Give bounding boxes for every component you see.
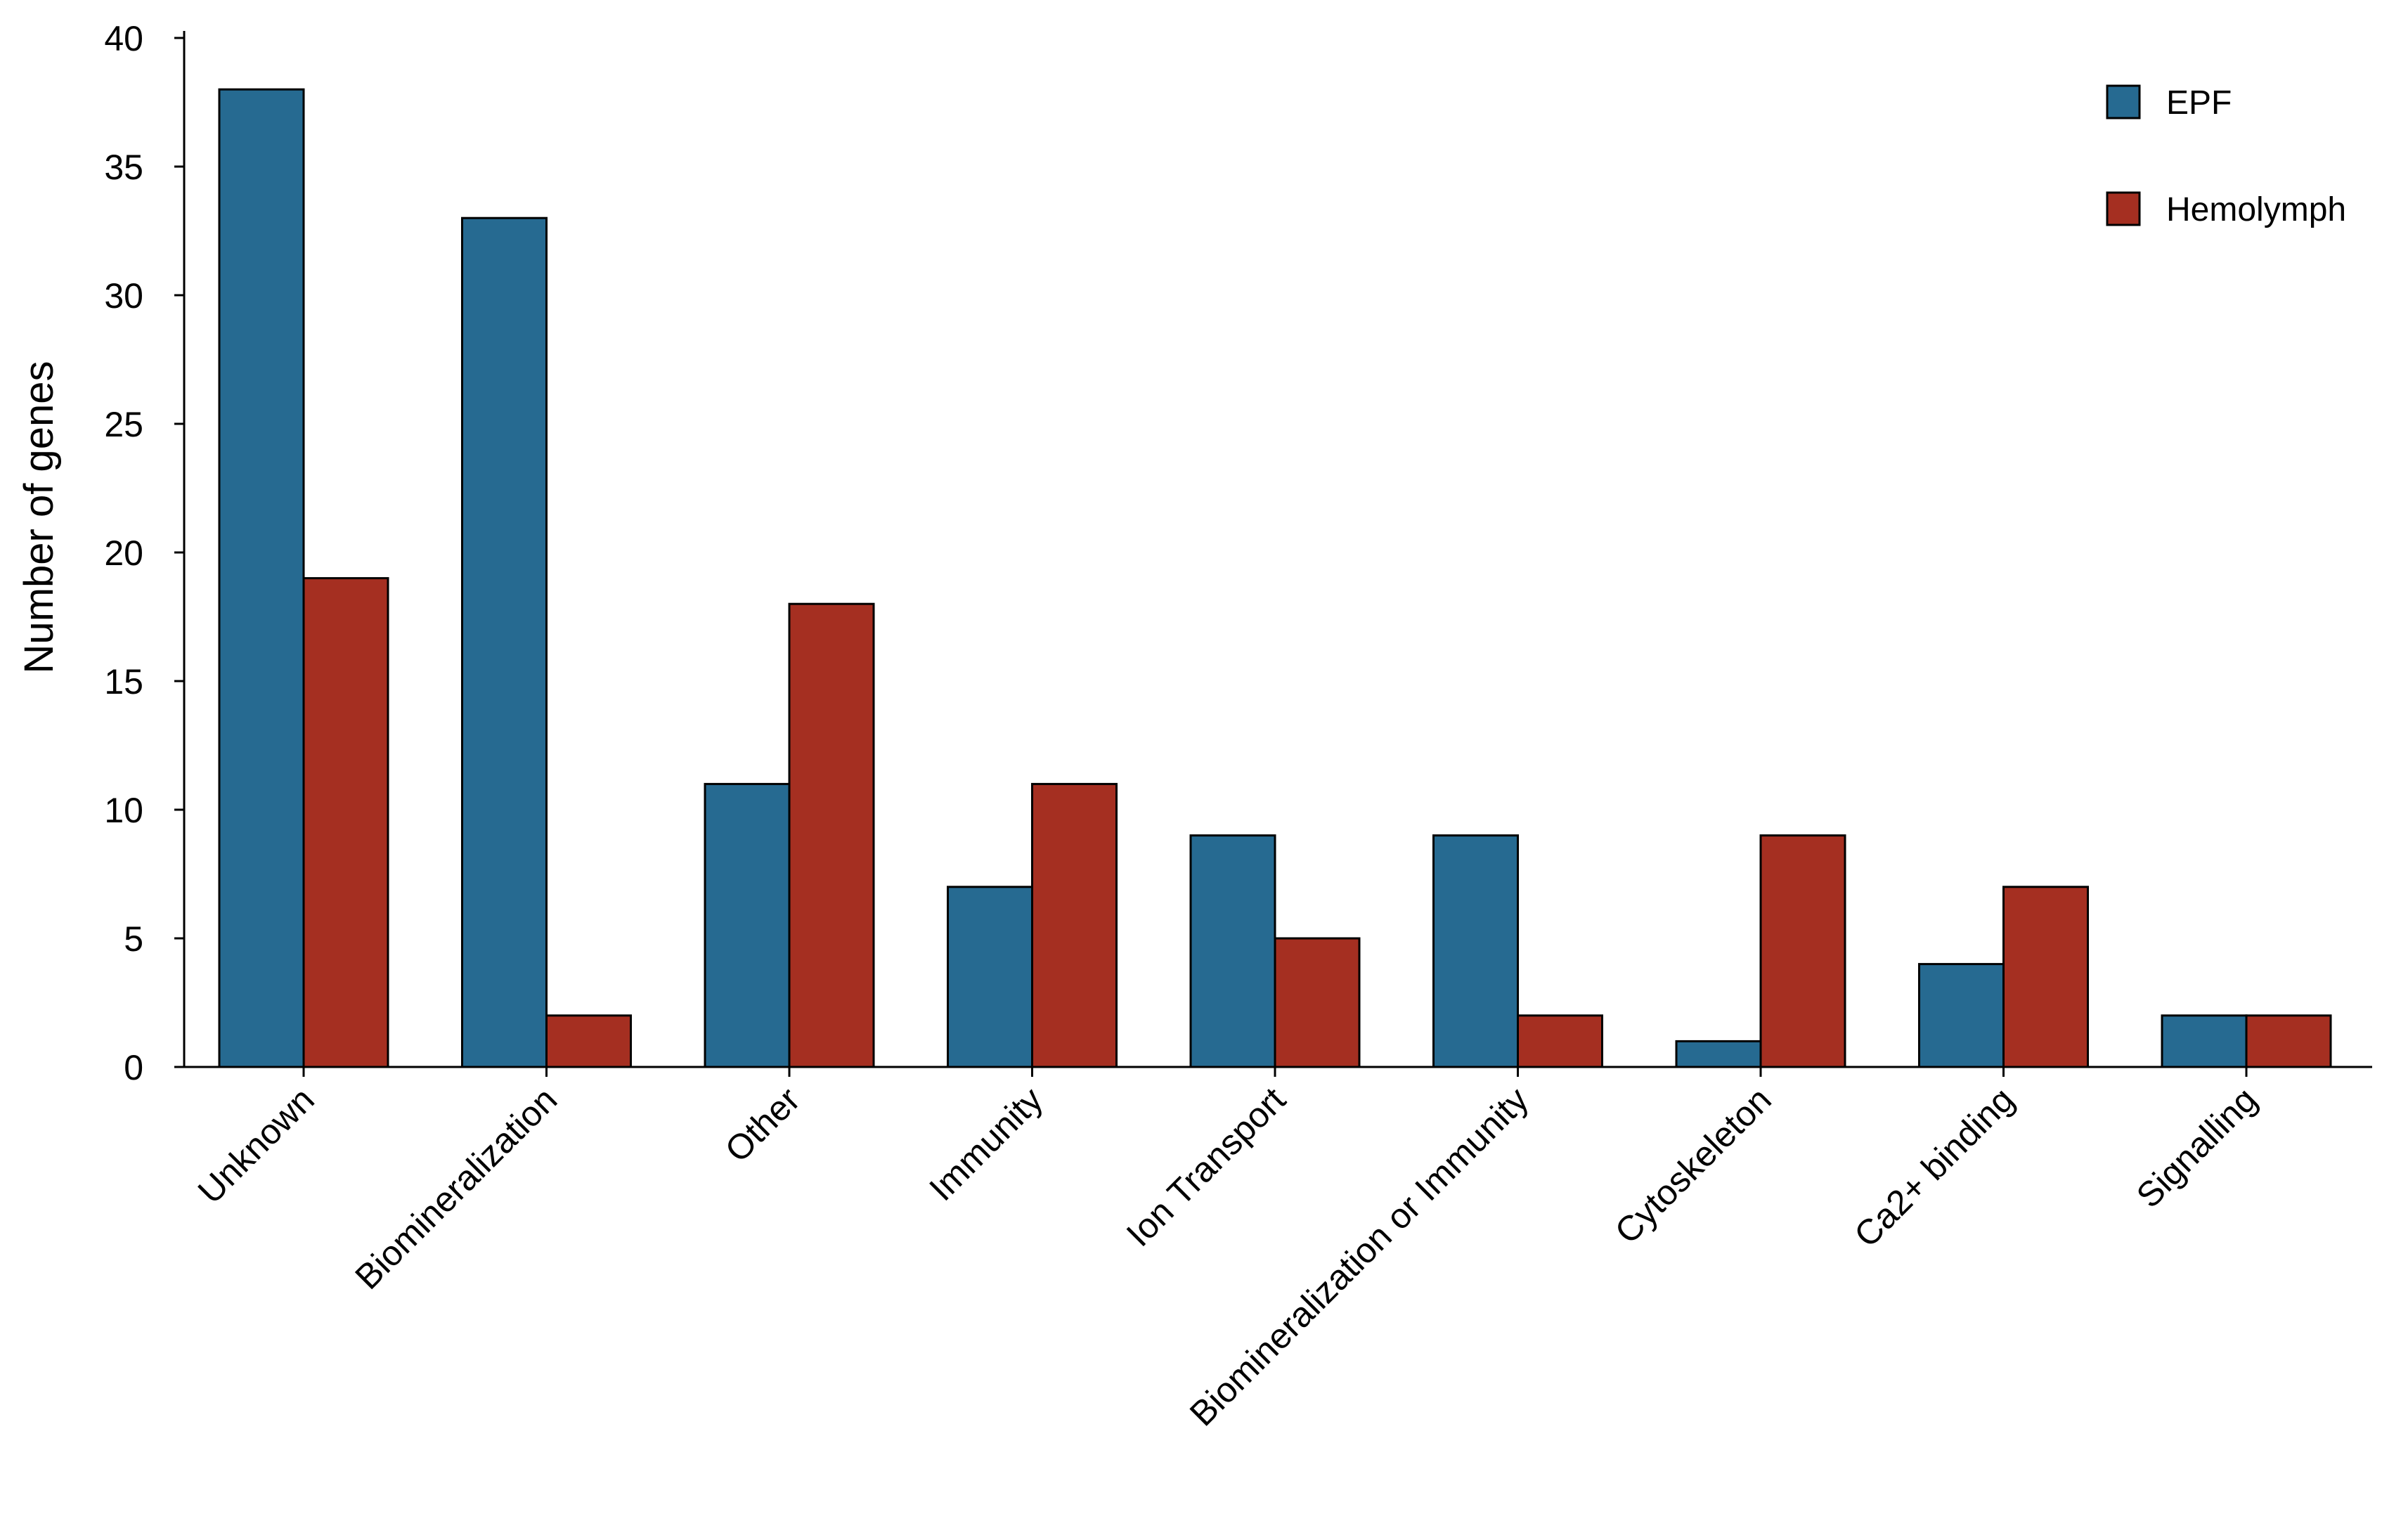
bar-hemolymph-3 [1031, 782, 1118, 1068]
legend: EPF Hemolymph [2106, 84, 2346, 228]
y-tick-label: 40 [104, 19, 143, 58]
x-tick-label: Cytoskeleton [1607, 1080, 1779, 1251]
bar-epf-7 [1918, 963, 2005, 1068]
y-tick-label: 10 [104, 791, 143, 830]
legend-swatch-epf [2106, 84, 2141, 119]
bar-epf-2 [704, 782, 791, 1068]
x-tick-label: Other [718, 1080, 808, 1170]
x-tick-label: Unknown [190, 1080, 322, 1211]
bar-hemolymph-1 [545, 1014, 632, 1068]
bar-hemolymph-4 [1274, 937, 1361, 1068]
x-tick-label: Immunity [921, 1080, 1050, 1208]
bar-epf-1 [461, 216, 548, 1068]
y-tick-label: 15 [104, 662, 143, 701]
bar-epf-4 [1189, 834, 1276, 1068]
bar-hemolymph-0 [302, 577, 389, 1068]
y-tick-label: 20 [104, 533, 143, 573]
x-axis-ticks: Unknown Biomineralization Other Immunity Ion… [190, 1067, 2265, 1433]
bar-epf-0 [218, 88, 305, 1068]
legend-swatch-hemolymph [2106, 191, 2141, 226]
x-tick-label: Ion Transport [1119, 1080, 1293, 1254]
y-axis-title: Number of genes [16, 361, 62, 674]
y-tick-label: 25 [104, 405, 143, 444]
legend-label-hemolymph: Hemolymph [2166, 191, 2346, 228]
y-tick-label: 5 [124, 919, 143, 959]
bar-epf-3 [947, 886, 1033, 1068]
bar-hemolymph-5 [1517, 1014, 1603, 1068]
bar-epf-5 [1432, 834, 1519, 1068]
x-tick-label: Biomineralization [347, 1080, 564, 1297]
bars-layer [218, 88, 2332, 1068]
y-tick-label: 35 [104, 148, 143, 187]
y-tick-label: 30 [104, 276, 143, 316]
x-tick-label: Signalling [2129, 1080, 2265, 1215]
bar-hemolymph-7 [2002, 886, 2089, 1068]
bar-hemolymph-2 [788, 602, 875, 1068]
bar-hemolymph-6 [1759, 834, 1846, 1068]
bar-epf-8 [2161, 1014, 2248, 1068]
bar-epf-6 [1675, 1040, 1762, 1068]
x-tick-label: Ca2+ binding [1846, 1080, 2021, 1255]
bar-hemolymph-8 [2245, 1014, 2332, 1068]
y-axis-ticks: 0 5 10 15 20 25 30 35 40 [104, 19, 184, 1087]
legend-label-epf: EPF [2166, 84, 2232, 122]
y-tick-label: 0 [124, 1048, 143, 1087]
